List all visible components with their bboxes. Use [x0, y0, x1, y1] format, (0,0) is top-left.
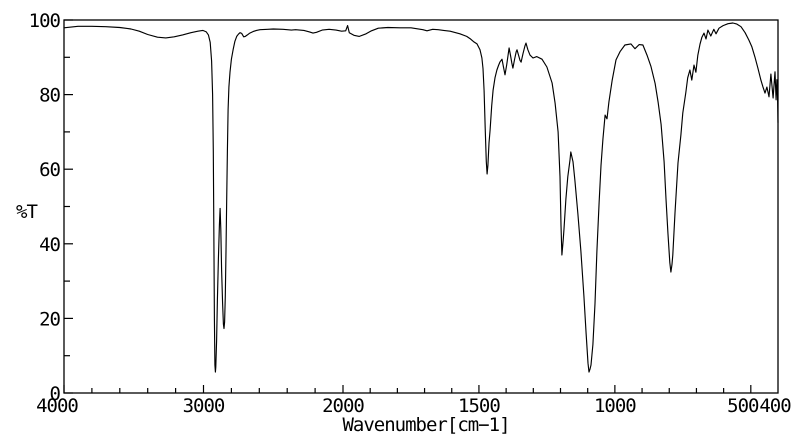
y-tick-label: 100 [29, 10, 61, 32]
x-tick-label: 1500 [458, 395, 500, 417]
x-tick-label: 500 [727, 395, 759, 417]
x-tick-label: 2000 [322, 395, 364, 417]
x-axis-label: Wavenumber[cm−1] [342, 414, 509, 436]
spectrum-curve [63, 22, 779, 373]
x-tick-label: 1000 [594, 395, 636, 417]
y-tick-label: 60 [39, 159, 60, 181]
plot-border [63, 19, 779, 394]
x-tick-label: 3000 [183, 395, 225, 417]
y-tick-label: 80 [39, 85, 60, 107]
y-tick-label: 0 [50, 383, 61, 405]
x-tick-label: 4000 [36, 395, 78, 417]
x-tick-label: 400 [759, 395, 791, 417]
axis-ticks [63, 19, 752, 394]
y-axis-label: %T [16, 201, 37, 223]
y-tick-label: 20 [39, 308, 60, 330]
y-tick-label: 40 [39, 234, 60, 256]
